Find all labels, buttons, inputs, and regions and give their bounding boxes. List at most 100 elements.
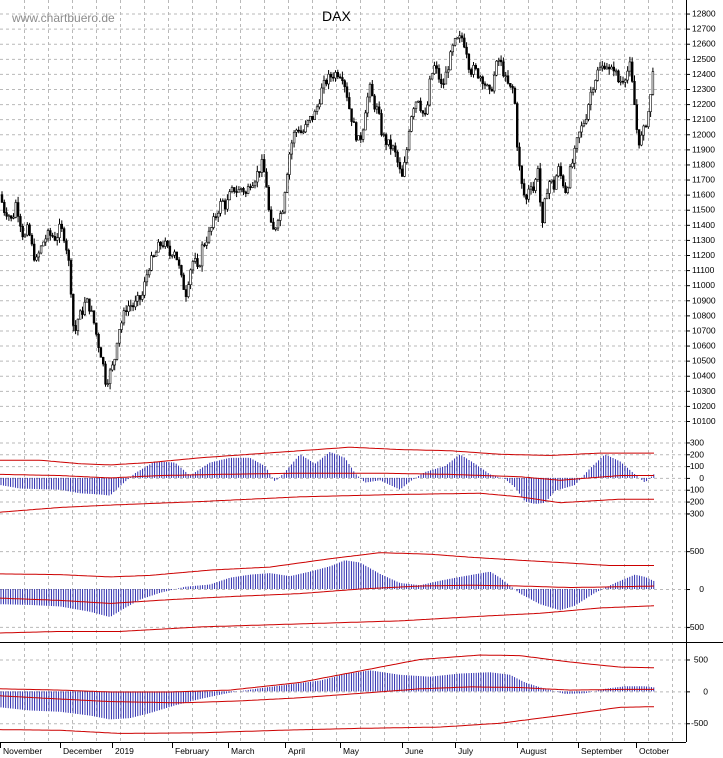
candle: [589, 86, 593, 111]
candle-body: [329, 73, 333, 78]
candle-body: [375, 106, 379, 110]
candle-body: [538, 168, 542, 203]
candle-body: [417, 100, 420, 103]
candle-body: [265, 171, 268, 188]
candle: [299, 125, 303, 134]
candle: [513, 86, 517, 105]
price-tick-label-9: 11000: [692, 280, 715, 290]
indicator1-tick-label-3: 0: [699, 473, 704, 483]
candle-body: [200, 244, 204, 267]
candle: [318, 99, 321, 110]
candle: [628, 56, 632, 77]
candle-body: [276, 220, 280, 229]
candle-body: [594, 80, 597, 91]
candle: [161, 241, 165, 249]
candle: [203, 242, 206, 248]
candle: [325, 78, 328, 87]
candle: [387, 139, 390, 147]
candle-body: [320, 87, 323, 105]
candle-body: [513, 87, 517, 104]
candle-body: [173, 251, 176, 256]
candle: [166, 240, 169, 249]
candle-body: [557, 166, 560, 177]
candle-body: [368, 83, 372, 98]
candle: [607, 64, 611, 75]
candle: [281, 209, 284, 215]
candle-body: [223, 200, 227, 210]
candle: [509, 83, 512, 89]
candle: [488, 84, 491, 95]
candle-body: [601, 65, 604, 69]
candle-body: [423, 112, 427, 115]
candle-body: [106, 383, 110, 386]
candle: [159, 241, 162, 250]
candle: [366, 92, 369, 118]
candle-body: [532, 186, 535, 191]
candle: [412, 107, 415, 120]
candle-body: [403, 162, 406, 177]
price-tick-label-13: 11400: [692, 220, 715, 230]
candle-body: [143, 281, 146, 296]
candle-body: [295, 129, 298, 133]
candle-body: [345, 86, 349, 98]
candle-body: [55, 237, 59, 241]
candle: [90, 305, 93, 313]
candle-body: [23, 234, 27, 238]
candle: [49, 227, 52, 241]
candle-body: [492, 74, 496, 92]
candle-body: [598, 67, 602, 71]
candle-body: [571, 162, 574, 168]
candle-body: [16, 202, 20, 217]
candle-body: [352, 121, 356, 123]
candle: [171, 254, 174, 259]
candle: [118, 329, 121, 347]
candle: [210, 226, 213, 236]
candle-body: [237, 189, 241, 193]
candle-body: [458, 35, 461, 39]
candle-body: [366, 96, 369, 114]
price-tick-label-5: 10600: [692, 341, 716, 351]
candle: [499, 55, 503, 67]
candle-body: [394, 145, 397, 153]
candle: [504, 71, 507, 82]
candle: [559, 162, 563, 180]
candle-body: [304, 124, 307, 133]
indicator2-tick-label-0: 500: [690, 546, 704, 556]
candle-body: [633, 81, 636, 106]
candle-body: [92, 310, 96, 324]
candle: [102, 356, 105, 367]
candle: [440, 73, 443, 89]
indicator1-lower-band: [0, 492, 654, 513]
candle-body: [233, 187, 236, 192]
candle: [0, 191, 4, 203]
candle-body: [315, 106, 319, 112]
candle: [561, 174, 565, 189]
candle: [164, 237, 167, 249]
candle: [58, 218, 61, 243]
candle-body: [389, 139, 392, 150]
candle: [486, 83, 489, 87]
indicator3-tick-label-1: 0: [703, 686, 708, 696]
x-tick-label-0: November: [3, 746, 42, 756]
candle-body: [407, 131, 411, 150]
candle-body: [79, 310, 82, 320]
candle: [354, 121, 358, 142]
candle-body: [486, 84, 489, 87]
candle: [315, 104, 319, 115]
candle: [545, 188, 549, 200]
candle: [253, 180, 257, 189]
candle-body: [145, 274, 149, 283]
candle-body: [561, 175, 565, 187]
candle: [62, 226, 66, 244]
candle: [474, 63, 477, 71]
candle-body: [428, 78, 431, 106]
price-tick-label-27: 12800: [692, 9, 716, 19]
candle-body: [72, 293, 75, 326]
candle: [389, 134, 392, 155]
candle-body: [472, 65, 475, 75]
candle-body: [311, 116, 314, 120]
candle-body: [115, 342, 119, 360]
